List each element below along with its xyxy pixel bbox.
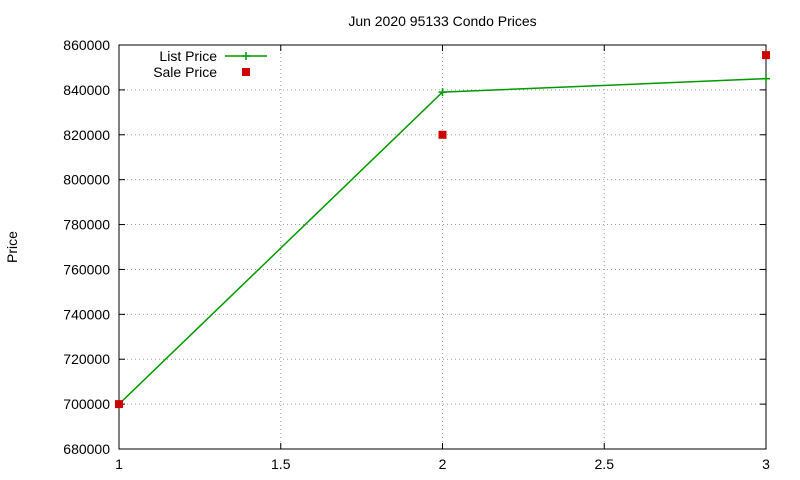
y-tick-label: 680000 xyxy=(63,441,110,457)
y-tick-label: 700000 xyxy=(63,396,110,412)
y-tick-label: 740000 xyxy=(63,306,110,322)
sale-price-point xyxy=(438,130,447,139)
y-tick-label: 860000 xyxy=(63,37,110,53)
y-tick-label: 720000 xyxy=(63,351,110,367)
x-tick-label: 2 xyxy=(439,456,447,472)
list-price-point xyxy=(762,74,770,83)
y-tick-label: 780000 xyxy=(63,217,110,233)
chart-title: Jun 2020 95133 Condo Prices xyxy=(348,13,536,29)
series-1 xyxy=(115,51,770,409)
legend-plus-marker xyxy=(242,52,250,60)
legend: List Price Sale Price xyxy=(153,48,267,80)
legend-label-sale-price: Sale Price xyxy=(153,64,217,80)
x-tick-label: 1.5 xyxy=(271,456,291,472)
y-tick-label: 760000 xyxy=(63,261,110,277)
y-tick-label: 820000 xyxy=(63,127,110,143)
sale-price-point xyxy=(115,400,123,409)
axis-ticks xyxy=(118,44,767,450)
x-tick-label: 1 xyxy=(115,456,123,472)
legend-sample-list-price xyxy=(225,52,267,60)
x-tick-label: 2.5 xyxy=(595,456,615,472)
x-tick-labels: 1 1.5 2 2.5 3 xyxy=(115,456,770,472)
y-axis-label: Price xyxy=(4,231,20,263)
list-price-point xyxy=(438,88,447,97)
x-tick-label: 3 xyxy=(762,456,770,472)
y-tick-label: 800000 xyxy=(63,172,110,188)
legend-label-list-price: List Price xyxy=(159,48,217,64)
grid xyxy=(119,45,766,449)
series xyxy=(115,51,770,409)
legend-square-marker xyxy=(242,68,250,76)
sale-price-point xyxy=(762,51,770,60)
legend-sample-sale-price xyxy=(242,68,250,76)
y-tick-label: 840000 xyxy=(63,82,110,98)
y-tick-labels: 680000 700000 720000 740000 760000 780000 8000… xyxy=(63,37,110,457)
